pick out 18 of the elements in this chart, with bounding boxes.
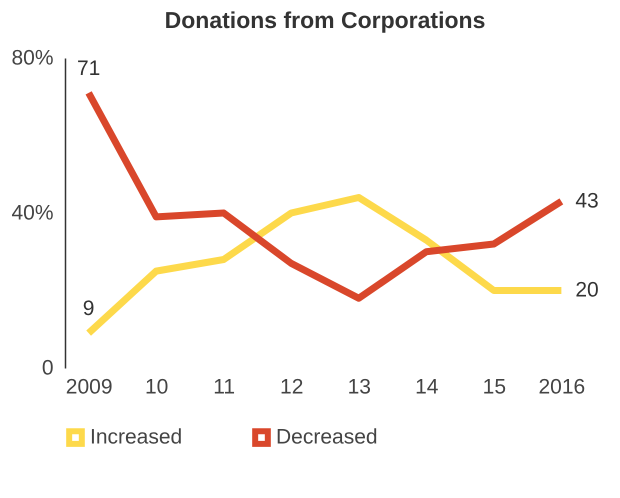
data-label: 71 xyxy=(76,56,100,80)
y-tick-label: 80% xyxy=(11,46,54,70)
legend-label: Increased xyxy=(90,426,182,449)
data-label: 9 xyxy=(82,297,94,320)
x-tick-label: 2016 xyxy=(538,376,586,398)
legend-label: Decreased xyxy=(276,426,378,449)
x-tick-label: 12 xyxy=(280,376,304,398)
x-tick-label: 15 xyxy=(482,376,506,398)
data-label: 20 xyxy=(575,278,599,302)
x-tick-label: 13 xyxy=(348,376,371,398)
x-tick-label: 10 xyxy=(144,376,168,398)
data-label: 43 xyxy=(575,189,599,212)
x-tick-label: 2009 xyxy=(66,376,112,398)
y-tick-label: 0 xyxy=(42,356,54,380)
x-tick-label: 14 xyxy=(415,376,439,398)
chart-title: Donations from Corporations xyxy=(164,7,486,33)
x-tick-label: 11 xyxy=(213,376,236,398)
y-tick-label: 40% xyxy=(11,202,54,224)
